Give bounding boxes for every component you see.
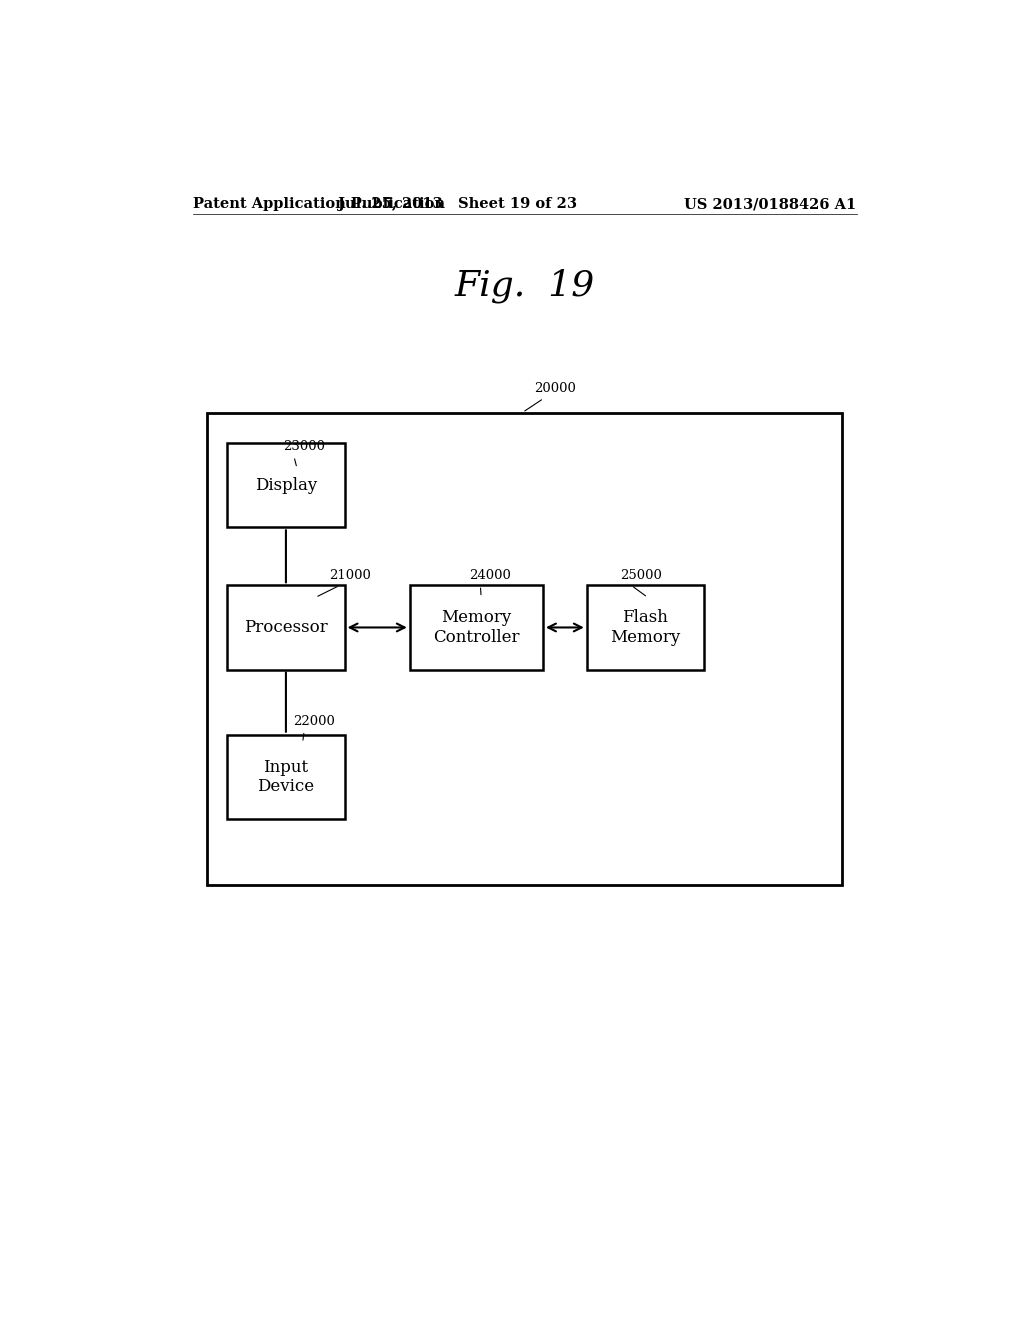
Bar [207, 413, 843, 886]
Text: 24000: 24000 [469, 569, 511, 582]
Text: Patent Application Publication: Patent Application Publication [194, 197, 445, 211]
Text: Memory
Controller: Memory Controller [433, 609, 519, 645]
Text: Processor: Processor [244, 619, 328, 636]
Text: Display: Display [255, 477, 317, 494]
Text: Input
Device: Input Device [257, 759, 314, 795]
Text: 25000: 25000 [620, 569, 662, 582]
Text: Jul. 25, 2013   Sheet 19 of 23: Jul. 25, 2013 Sheet 19 of 23 [338, 197, 577, 211]
Bar [227, 735, 345, 818]
Text: Flash
Memory: Flash Memory [610, 609, 681, 645]
Text: US 2013/0188426 A1: US 2013/0188426 A1 [684, 197, 856, 211]
Text: 23000: 23000 [283, 440, 325, 453]
Bar [587, 585, 705, 669]
Text: Fig.  19: Fig. 19 [455, 268, 595, 302]
Text: 22000: 22000 [293, 714, 335, 727]
Bar [410, 585, 543, 669]
Bar [227, 585, 345, 669]
Bar [227, 444, 345, 528]
Text: 20000: 20000 [535, 383, 577, 395]
Text: 21000: 21000 [329, 569, 371, 582]
